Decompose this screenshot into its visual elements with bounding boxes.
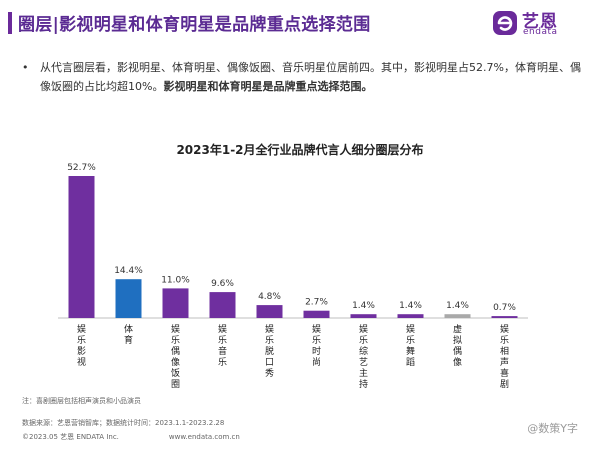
category-label-3: 娱乐偶像饭圈 xyxy=(171,323,180,390)
summary-paragraph: • 从代言圈层看，影视明星、体育明星、偶像饭圈、音乐明星位居前四。其中，影视明星… xyxy=(22,58,582,96)
endata-logo-icon xyxy=(493,11,517,35)
value-label-4: 9.6% xyxy=(211,279,234,289)
header-bar: 圈层|影视明星和体育明星是品牌重点选择范围 艺恩 endata xyxy=(0,0,600,44)
summary-bullet: • xyxy=(22,61,29,74)
category-label-10: 娱乐相声喜剧 xyxy=(500,323,509,390)
value-label-5: 4.8% xyxy=(258,292,281,302)
brand-logo-group: 艺恩 endata xyxy=(492,6,584,40)
website-text: www.endata.com.cn xyxy=(168,433,240,441)
summary-text-block: 从代言圈层看，影视明星、体育明星、偶像饭圈、音乐明星位居前四。其中，影视明星占5… xyxy=(40,58,582,96)
category-label-6: 娱乐时尚 xyxy=(312,323,321,368)
value-label-7: 1.4% xyxy=(352,301,375,311)
category-label-9: 虚拟偶像 xyxy=(453,323,462,368)
bar-3 xyxy=(162,288,189,318)
value-label-9: 1.4% xyxy=(446,301,469,311)
brand-name-cn: 艺恩 xyxy=(522,12,558,32)
value-label-10: 0.7% xyxy=(493,303,516,313)
summary-text: 从代言圈层看，影视明星、体育明星、偶像饭圈、音乐明星位居前四。其中，影视明星占5… xyxy=(40,61,581,93)
footnote-source: 数据来源：艺恩营销智库；数据统计时间：2023.1.1-2023.2.28 xyxy=(22,419,225,427)
value-label-3: 11.0% xyxy=(161,275,190,285)
bar-5 xyxy=(256,305,283,318)
category-label-5: 娱乐脱口秀 xyxy=(265,323,274,379)
category-label-2: 体育 xyxy=(124,323,133,346)
page-title: 圈层|影视明星和体育明星是品牌重点选择范围 xyxy=(18,15,371,35)
value-label-6: 2.7% xyxy=(305,298,328,308)
watermark: @数策Y字 xyxy=(527,422,578,435)
footnote-copyright: ©2023.05 艺恩 ENDATA Inc. www.endata.com.cn xyxy=(22,432,240,442)
bar-10 xyxy=(491,316,518,318)
value-label-8: 1.4% xyxy=(399,301,422,311)
bar-8 xyxy=(397,314,424,318)
category-label-4: 娱乐音乐 xyxy=(218,323,227,368)
category-label-7: 娱乐综艺主持 xyxy=(359,323,368,390)
summary-emphasis: 影视明星和体育明星是品牌重点选择范围。 xyxy=(163,80,373,93)
bar-9 xyxy=(444,314,471,318)
chart-title: 2023年1-2月全行业品牌代言人细分圈层分布 xyxy=(176,143,424,157)
category-label-8: 娱乐舞蹈 xyxy=(406,323,415,368)
bar-2 xyxy=(115,279,142,318)
bar-6 xyxy=(303,310,330,318)
value-label-1: 52.7% xyxy=(67,163,96,173)
value-label-2: 14.4% xyxy=(114,266,143,276)
copyright-text: ©2023.05 艺恩 ENDATA Inc. xyxy=(22,433,119,441)
brand-name-en: endata xyxy=(523,27,558,37)
bar-4 xyxy=(209,292,236,318)
header-accent-bar xyxy=(8,12,12,34)
bar-7 xyxy=(350,314,377,318)
footnote-note: 注：喜剧圈层包括相声演员和小品演员 xyxy=(22,397,141,405)
bar-1 xyxy=(68,176,95,318)
category-label-1: 娱乐影视 xyxy=(77,323,86,368)
